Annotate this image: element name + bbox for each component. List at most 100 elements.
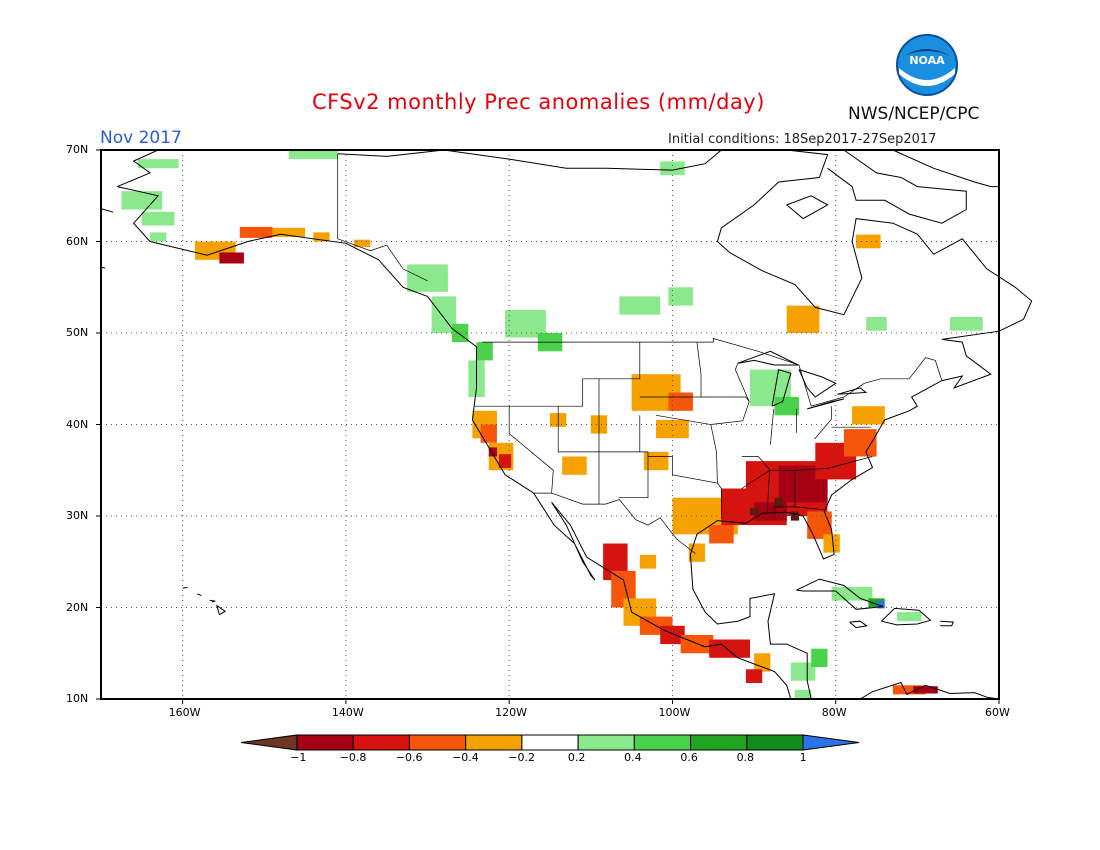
- anomaly-cell: [774, 397, 799, 416]
- anomaly-cell: [709, 525, 734, 544]
- colorbar: [240, 734, 860, 751]
- lon-label: 160W: [168, 706, 201, 719]
- colorbar-tick-label: 0.8: [736, 751, 755, 764]
- anomaly-cell: [866, 317, 887, 331]
- colorbar-tick-label: −1: [290, 751, 307, 764]
- colorbar-tick-label: −0.2: [508, 751, 535, 764]
- political-border: [773, 470, 796, 514]
- anomaly-cell: [313, 232, 330, 242]
- colorbar-tick-label: 0.6: [680, 751, 698, 764]
- forecast-month: Nov 2017: [100, 128, 182, 148]
- anomaly-cell: [272, 227, 306, 237]
- anomaly-cell: [639, 554, 657, 569]
- colorbar-tick-label: 0.2: [567, 751, 586, 764]
- anomaly-cell: [794, 689, 812, 699]
- coastline: [337, 149, 722, 171]
- coastline: [881, 607, 932, 626]
- lat-label: 60N: [66, 234, 89, 248]
- political-border: [508, 406, 554, 494]
- lat-label: 70N: [66, 143, 89, 156]
- noaa-logo-icon: NOAA: [896, 34, 958, 96]
- political-border: [474, 342, 641, 407]
- anomaly-cell: [774, 497, 783, 507]
- colorbar-segment: [577, 734, 635, 751]
- anomaly-cell: [852, 406, 885, 425]
- lon-label: 80W: [821, 706, 847, 719]
- political-border: [337, 153, 428, 282]
- colorbar-arrow-low: [240, 734, 298, 751]
- anomaly-cell: [913, 686, 938, 694]
- anomaly-cell: [499, 454, 512, 468]
- lat-label: 50N: [66, 326, 89, 339]
- coastline: [786, 195, 829, 220]
- coastline: [940, 620, 955, 627]
- anomaly-cell: [288, 150, 338, 160]
- anomaly-cell: [811, 648, 828, 667]
- colorbar-segment: [521, 734, 579, 751]
- anomaly-cell: [407, 264, 448, 292]
- coastline: [859, 681, 1000, 700]
- political-border: [770, 408, 775, 445]
- colorbar-segment: [465, 734, 523, 751]
- anomaly-cell: [790, 662, 816, 681]
- colorbar-segment: [690, 734, 748, 751]
- anomaly-cell: [892, 685, 926, 695]
- agency-label: NWS/NCEP/CPC: [848, 104, 980, 124]
- colorbar-segment: [408, 734, 467, 751]
- anomaly-cell: [750, 507, 759, 516]
- colorbar-segment: [746, 734, 804, 751]
- lon-label: 60W: [985, 706, 1010, 719]
- political-border: [814, 406, 832, 440]
- coastline: [798, 369, 837, 398]
- anomaly-field: [121, 150, 983, 699]
- colorbar-tick-label: −0.6: [395, 751, 423, 764]
- anomaly-cell: [823, 534, 840, 553]
- chart-title: CFSv2 monthly Prec anomalies (mm/day): [312, 90, 765, 114]
- lon-label: 140W: [331, 706, 364, 719]
- political-border: [557, 406, 649, 499]
- political-border: [717, 482, 722, 519]
- anomaly-cell: [660, 161, 685, 176]
- political-border: [794, 506, 824, 510]
- coastline: [892, 149, 999, 188]
- coastline: [837, 387, 868, 395]
- anomaly-cell: [643, 451, 669, 471]
- anomaly-cell: [476, 342, 493, 361]
- coastline: [100, 208, 114, 213]
- anomaly-cell: [745, 669, 763, 683]
- anomaly-cell: [562, 456, 587, 475]
- anomaly-cell: [831, 586, 873, 601]
- lon-label: 120W: [495, 706, 528, 719]
- coastline: [182, 586, 188, 589]
- anomaly-cell: [619, 296, 661, 315]
- political-border: [639, 342, 702, 398]
- coastline: [849, 620, 868, 629]
- anomaly-cell: [950, 317, 983, 331]
- lon-label: 100W: [658, 706, 691, 719]
- political-border: [741, 469, 770, 513]
- coastline: [737, 350, 799, 366]
- initial-conditions: Initial conditions: 18Sep2017-27Sep2017: [668, 132, 937, 147]
- coastline: [117, 186, 792, 700]
- anomaly-cell: [219, 252, 244, 264]
- anomaly-cell: [141, 211, 175, 226]
- anomaly-cell: [856, 234, 881, 249]
- coastline: [197, 593, 202, 597]
- coastline: [216, 604, 227, 616]
- lat-label: 20N: [66, 600, 89, 614]
- anomaly-cell: [754, 653, 771, 672]
- anomaly-cell: [876, 601, 885, 609]
- political-border: [533, 492, 696, 554]
- coastline: [771, 368, 792, 407]
- coastline: [117, 149, 216, 188]
- anomaly-cell: [786, 305, 820, 333]
- coastline: [807, 398, 845, 410]
- political-border: [701, 396, 750, 425]
- coastline: [796, 578, 884, 610]
- political-border: [741, 456, 873, 471]
- colorbar-tick-label: 1: [799, 751, 807, 764]
- map-frame: [100, 149, 1000, 700]
- colorbar-segment: [633, 734, 692, 751]
- colorbar-arrow-high: [802, 734, 860, 751]
